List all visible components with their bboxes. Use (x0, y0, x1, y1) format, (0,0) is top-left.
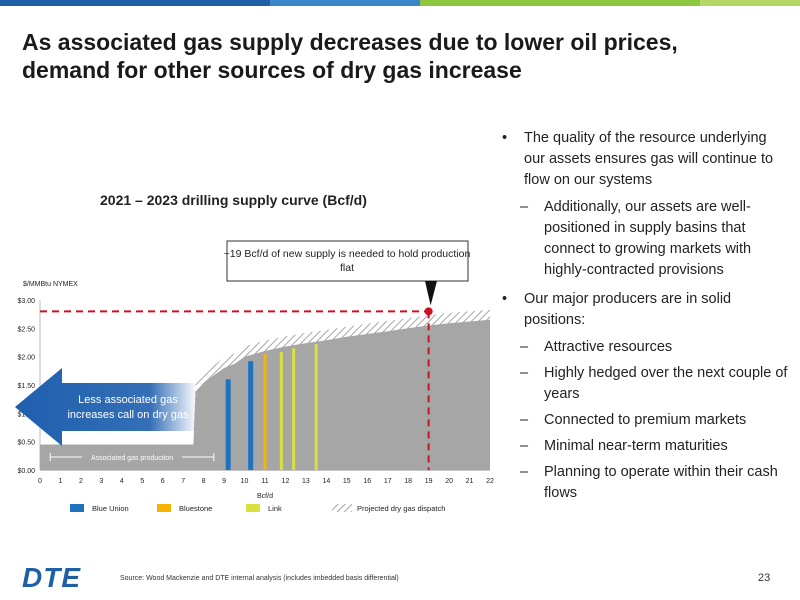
x-tick-label: 16 (363, 478, 371, 485)
x-axis-label: Bcf/d (257, 493, 273, 500)
legend-swatch (246, 504, 260, 512)
legend-swatch (157, 504, 171, 512)
x-tick-label: 11 (261, 478, 268, 485)
highlight-bar-bluestone (263, 353, 267, 470)
x-tick-label: 2 (79, 478, 83, 485)
page-number: 23 (758, 572, 771, 584)
source-note: Source: Wood Mackenzie and DTE internal … (120, 575, 399, 582)
callout-pointer (425, 281, 437, 306)
x-tick-label: 15 (343, 478, 351, 485)
highlight-bar-link (314, 344, 318, 470)
y-tick-label: $1.50 (17, 383, 35, 390)
bracket-label: Associated gas production (91, 455, 173, 462)
bullet-item: The quality of the resource underlying o… (498, 128, 788, 191)
sub-bullet-item: Minimal near-term maturities (498, 436, 788, 457)
x-tick-label: 18 (404, 478, 412, 485)
highlight-bar-blue-union (225, 379, 231, 470)
callout-box (226, 240, 469, 282)
x-tick-label: 19 (425, 478, 433, 485)
sub-bullet-item: Planning to operate within their cash fl… (498, 462, 788, 504)
x-tick-label: 13 (302, 478, 310, 485)
sub-bullet-item: Highly hedged over the next couple of ye… (498, 363, 788, 405)
bullet-list: The quality of the resource underlying o… (498, 128, 788, 509)
bullet-item: Our major producers are in solid positio… (498, 289, 788, 331)
y-tick-label: $2.00 (17, 355, 35, 362)
x-tick-label: 14 (322, 478, 330, 485)
y-tick-label: $2.50 (17, 326, 35, 333)
top-bar-segment (700, 0, 800, 6)
top-color-bar (0, 0, 800, 6)
x-tick-label: 6 (161, 478, 165, 485)
x-tick-label: 4 (120, 478, 124, 485)
sub-bullet-item: Additionally, our assets are well-positi… (498, 197, 788, 281)
y-tick-label: $3.00 (17, 298, 35, 305)
x-tick-label: 1 (59, 478, 63, 485)
legend-swatch (70, 504, 84, 512)
top-bar-segment (270, 0, 420, 6)
bracket-label-bg (82, 451, 183, 462)
legend-label: Projected dry gas dispatch (357, 504, 445, 513)
chart-title: 2021 – 2023 drilling supply curve (Bcf/d… (100, 192, 367, 208)
highlight-bar-link (292, 348, 296, 470)
top-bar-segment (0, 0, 270, 6)
sub-bullet-item: Connected to premium markets (498, 410, 788, 431)
x-tick-label: 21 (466, 478, 474, 485)
x-tick-label: 22 (486, 478, 494, 485)
supply-curve-chart: $0.00$0.50$1.00$1.50$2.00$2.50$3.0001234… (15, 240, 494, 513)
x-tick-label: 10 (241, 478, 249, 485)
sub-bullet-item: Attractive resources (498, 337, 788, 358)
title-line-2: demand for other sources of dry gas incr… (22, 57, 522, 83)
x-tick-label: 8 (202, 478, 206, 485)
y-axis-label: $/MMBtu NYMEX (23, 281, 78, 288)
arrow-text-line: increases call on dry gas (67, 409, 189, 421)
callout-text-line: ~19 Bcf/d of new supply is needed to hol… (224, 248, 471, 260)
x-tick-label: 12 (282, 478, 290, 485)
title-line-1: As associated gas supply decreases due t… (22, 29, 678, 55)
x-tick-label: 0 (38, 478, 42, 485)
highlight-bar-blue-union (248, 361, 254, 470)
legend-label: Blue Union (92, 504, 129, 513)
legend-label: Bluestone (179, 504, 212, 513)
highlight-bar-link (279, 352, 283, 470)
x-tick-label: 20 (445, 478, 453, 485)
legend-swatch (332, 504, 352, 512)
less-associated-gas-arrow (15, 368, 195, 446)
intersection-dot (424, 307, 433, 316)
x-tick-label: 7 (181, 478, 185, 485)
slide-title: As associated gas supply decreases due t… (22, 28, 722, 84)
x-tick-label: 5 (140, 478, 144, 485)
x-tick-label: 9 (222, 478, 226, 485)
legend-label: Link (268, 504, 282, 513)
callout-text-line: flat (340, 262, 354, 274)
arrow-text-line: Less associated gas (78, 394, 178, 406)
top-bar-segment (420, 0, 700, 6)
y-tick-label: $0.50 (17, 440, 35, 447)
x-tick-label: 17 (384, 478, 392, 485)
x-tick-label: 3 (99, 478, 103, 485)
dte-logo: DTE (22, 562, 81, 593)
y-tick-label: $0.00 (17, 468, 35, 475)
